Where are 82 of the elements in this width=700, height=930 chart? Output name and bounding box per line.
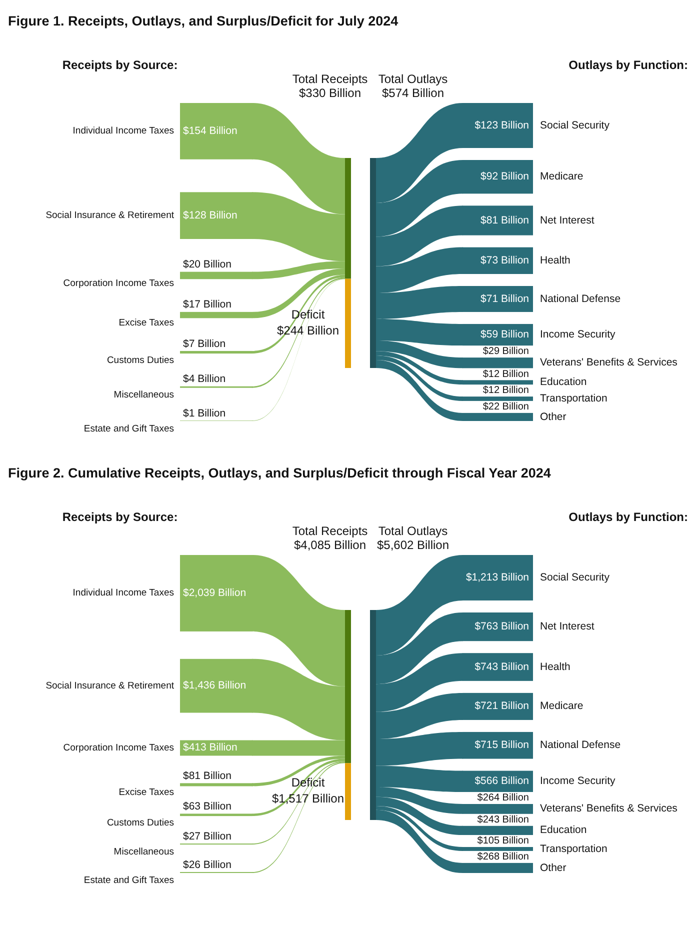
data-label: $71 Billion — [480, 292, 530, 305]
category-label: Miscellaneous — [114, 846, 174, 858]
category-label: Veterans' Benefits & Services — [540, 802, 678, 815]
data-label: $22 Billion — [482, 402, 529, 413]
data-label: $413 Billion — [183, 742, 238, 754]
category-label: Net Interest — [540, 214, 594, 226]
data-label: $12 Billion — [482, 385, 529, 396]
data-label: $92 Billion — [480, 170, 530, 183]
category-label: Total Outlays — [378, 524, 448, 538]
category-label: Excise Taxes — [118, 318, 174, 329]
category-label: Medicare — [540, 700, 584, 712]
category-label: National Defense — [540, 292, 621, 305]
category-label: Estate and Gift Taxes — [84, 423, 174, 434]
category-label: Customs Duties — [106, 354, 174, 366]
data-label: $264 Billion — [477, 792, 529, 804]
data-label: $566 Billion — [474, 775, 530, 788]
data-label: $128 Billion — [183, 209, 238, 222]
category-label: Social Insurance & Retirement — [46, 680, 174, 692]
data-label: $73 Billion — [480, 254, 530, 266]
data-label: $721 Billion — [474, 700, 530, 712]
data-label: $20 Billion — [183, 258, 232, 271]
category-label: Total Receipts — [292, 524, 368, 538]
data-label: $1 Billion — [183, 407, 226, 420]
data-label: $715 Billion — [474, 739, 530, 752]
category-label: Net Interest — [540, 620, 594, 633]
data-label: $4,085 Billion — [294, 538, 366, 552]
data-label: $81 Billion — [480, 214, 530, 226]
category-label: Estate and Gift Taxes — [84, 875, 174, 886]
category-label: Education — [540, 824, 587, 836]
data-label: $268 Billion — [477, 852, 529, 863]
category-label: Social Security — [540, 572, 610, 584]
category-label: Other — [540, 410, 567, 423]
category-label: National Defense — [540, 739, 621, 752]
data-label: $123 Billion — [474, 119, 530, 132]
category-label: Corporation Income Taxes — [63, 278, 174, 289]
category-label: Transportation — [540, 392, 608, 405]
data-label: $17 Billion — [183, 298, 232, 311]
category-label: Transportation — [540, 842, 608, 855]
data-label: $330 Billion — [298, 86, 362, 100]
category-label: Health — [540, 660, 571, 673]
data-label: $2,039 Billion — [183, 587, 246, 599]
data-label: $763 Billion — [474, 620, 530, 633]
category-label: Total Outlays — [378, 72, 448, 86]
category-label: Miscellaneous — [114, 390, 174, 401]
category-label: Income Security — [540, 328, 616, 341]
data-label: $59 Billion — [480, 328, 530, 341]
category-label: Individual Income Taxes — [72, 126, 174, 137]
category-label: Other — [540, 862, 567, 874]
data-label: $63 Billion — [183, 800, 232, 812]
data-label: $105 Billion — [477, 836, 529, 847]
category-label: Medicare — [540, 170, 584, 183]
category-label: Income Security — [540, 775, 616, 788]
category-label: Social Security — [540, 119, 610, 132]
text: Outlays by Function: — [568, 510, 688, 524]
text: Receipts by Source: — [62, 510, 178, 524]
data-label: $26 Billion — [183, 858, 232, 871]
data-label: $574 Billion — [382, 86, 444, 100]
category-label: Customs Duties — [106, 817, 174, 828]
category-label: Social Insurance & Retirement — [46, 210, 174, 222]
text: Figure 2. Cumulative Receipts, Outlays, and Surplus/Deficit through Fiscal Year 2024 — [8, 466, 552, 481]
data-label: $1,213 Billion — [466, 572, 530, 584]
data-label: $27 Billion — [183, 830, 232, 842]
data-label: $1,436 Billion — [183, 680, 246, 692]
data-label: $81 Billion — [183, 770, 232, 782]
category-label: Excise Taxes — [118, 787, 174, 798]
data-label: $4 Billion — [183, 373, 226, 386]
text: Outlays by Function: — [568, 58, 688, 72]
data-label: $154 Billion — [183, 124, 238, 137]
category-label: Veterans' Benefits & Services — [540, 356, 678, 369]
category-label: Corporation Income Taxes — [63, 742, 174, 754]
data-label: $243 Billion — [477, 814, 529, 826]
data-label: $7 Billion — [183, 338, 226, 350]
data-label: $12 Billion — [482, 368, 529, 380]
category-label: Education — [540, 376, 587, 388]
data-label: $29 Billion — [482, 346, 529, 358]
data-label: $5,602 Billion — [376, 538, 450, 552]
category-label: Health — [540, 254, 571, 266]
text: Receipts by Source: — [62, 58, 178, 72]
category-label: Individual Income Taxes — [72, 588, 174, 599]
data-label: $743 Billion — [474, 660, 530, 673]
text: Figure 1. Receipts, Outlays, and Surplus/Deficit for July 2024 — [8, 14, 399, 29]
category-label: Total Receipts — [292, 72, 368, 86]
